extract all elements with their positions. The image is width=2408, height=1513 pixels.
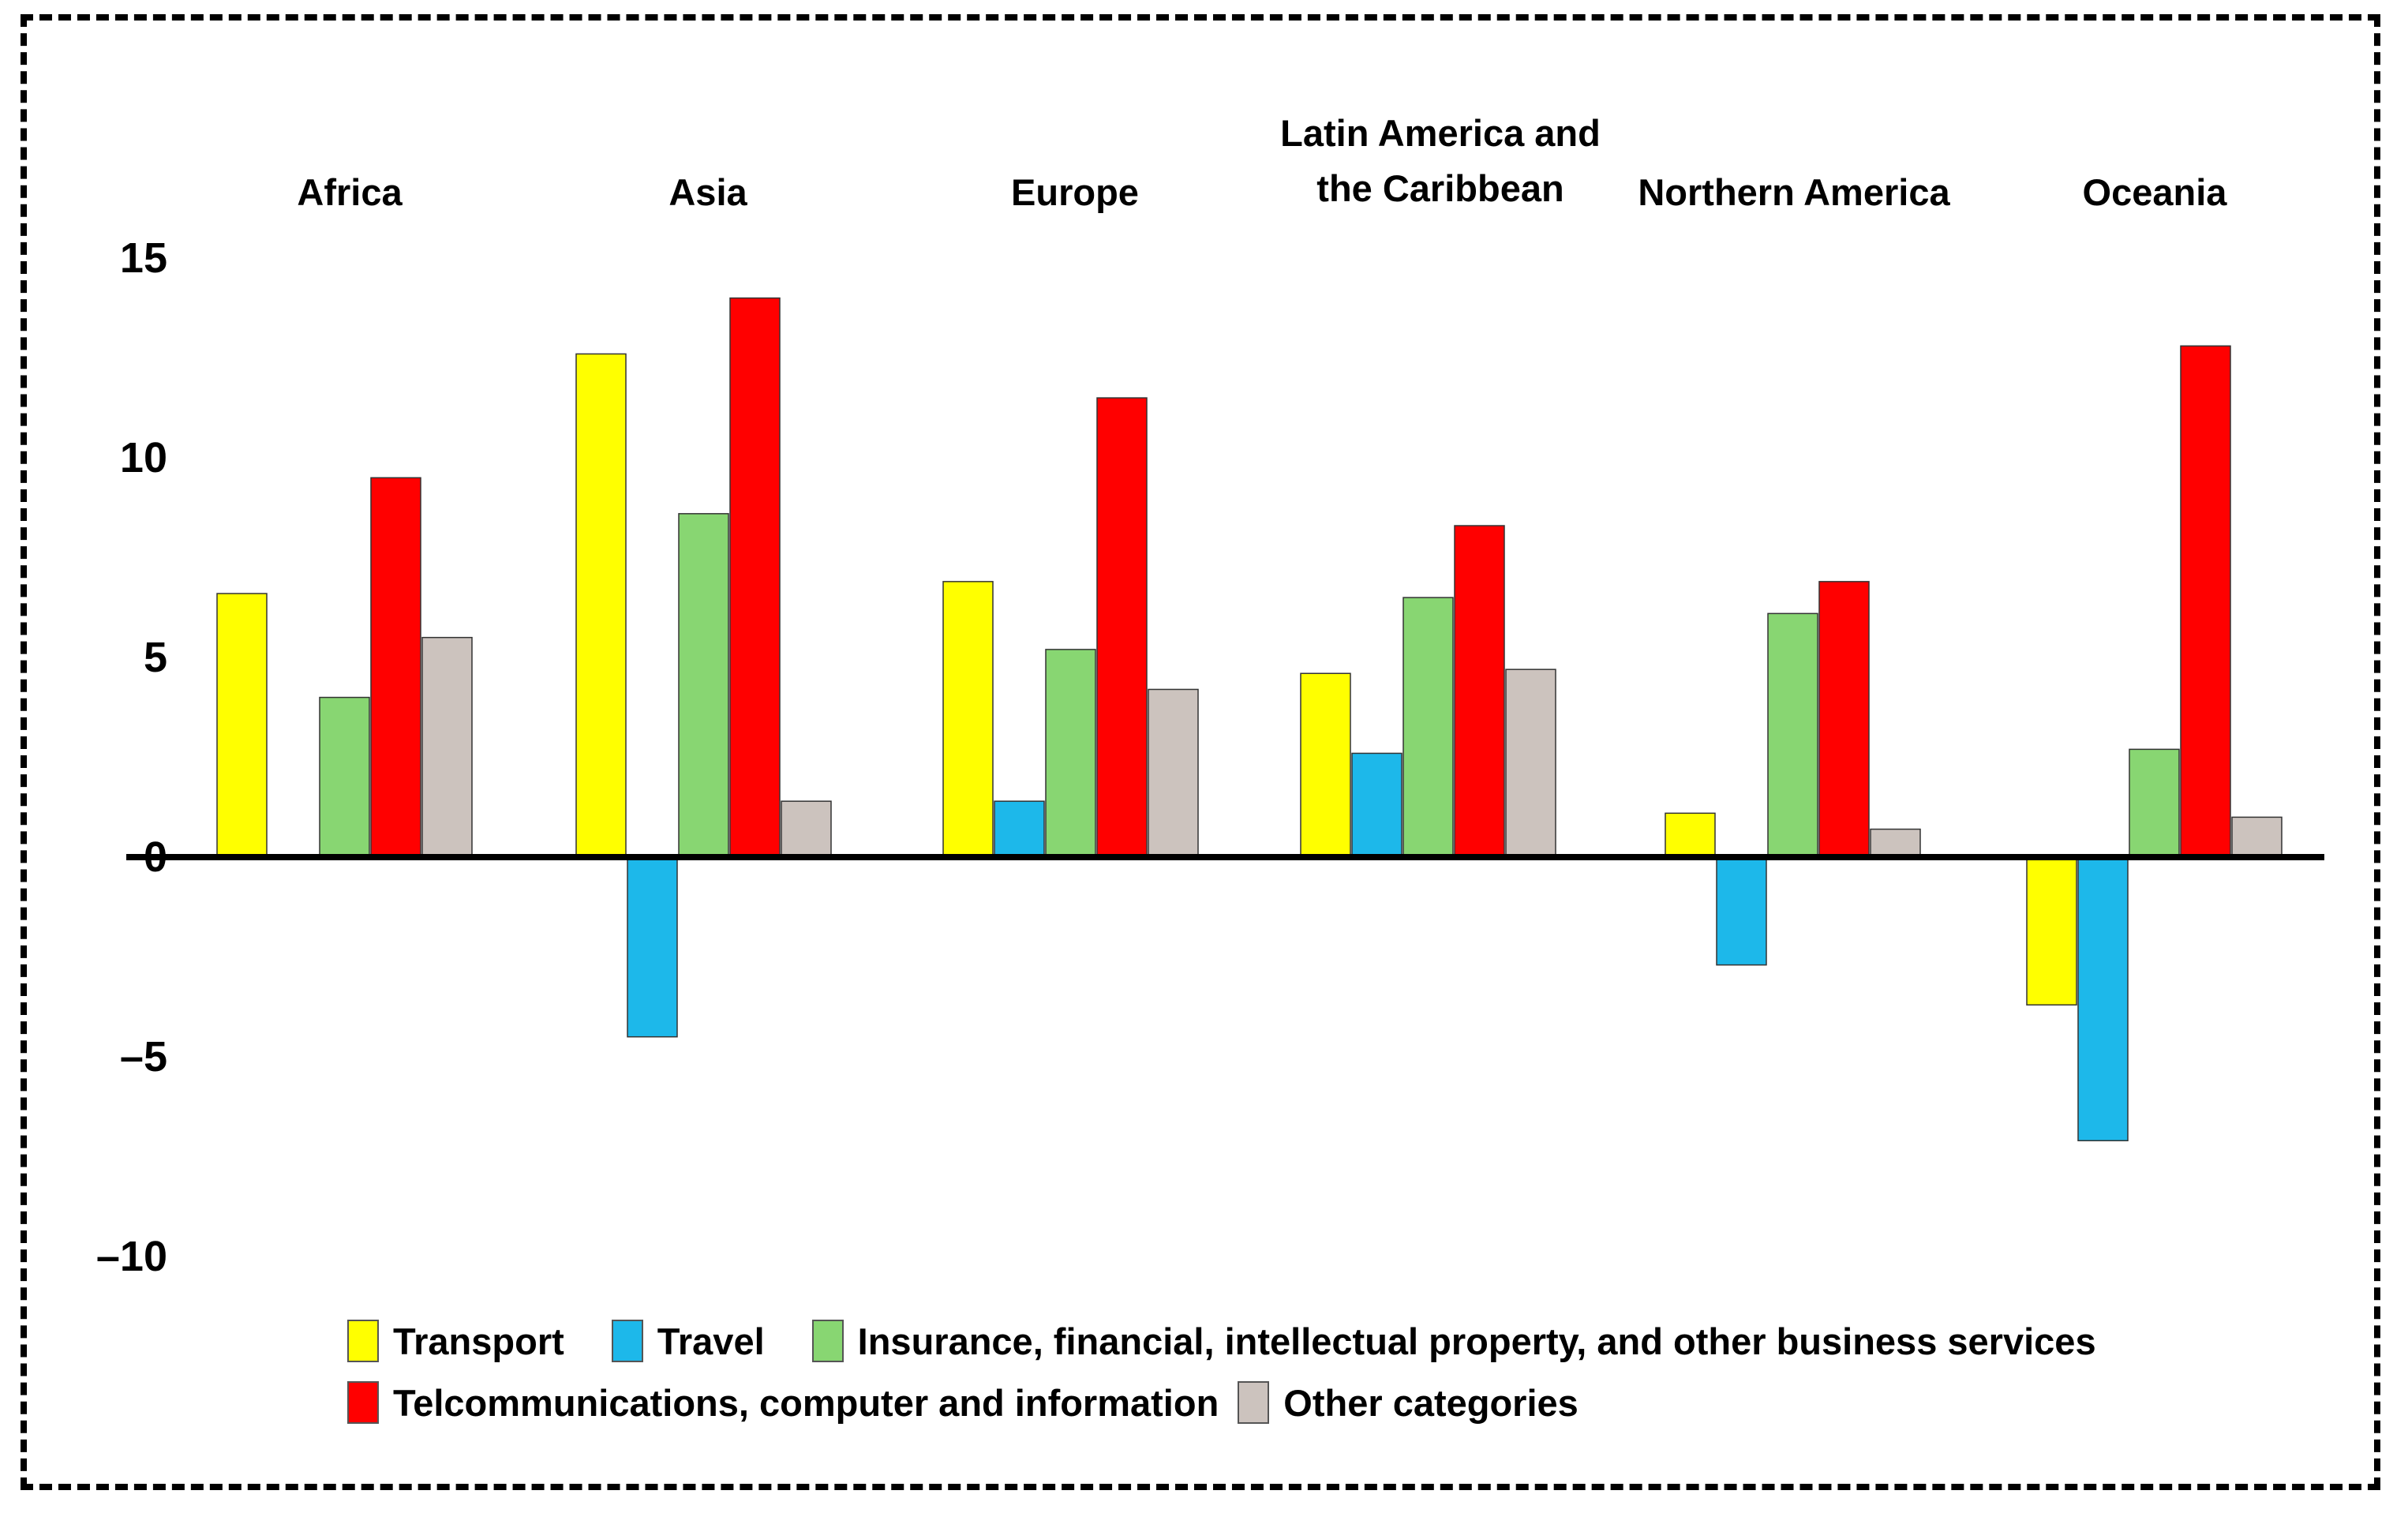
bar-oceania-travel	[2077, 856, 2129, 1142]
legend-row: Transport Travel Insurance, financial, i…	[347, 1310, 2320, 1372]
bar-europe-other-categories	[1148, 688, 1199, 858]
bar-oceania-insurance-financial-inte	[2129, 748, 2180, 858]
bar-africa-transport	[216, 593, 268, 858]
legend-label-travel: Travel	[657, 1320, 765, 1362]
bar-latin-america-and-the-caribbean-travel	[1351, 752, 1402, 858]
legend-label-other: Other categories	[1283, 1381, 1578, 1424]
bar-europe-telcommunications-comput	[1096, 397, 1148, 858]
bar-northern-america-travel	[1716, 856, 1767, 966]
legend-label-insurance: Insurance, financial, intellectual prope…	[857, 1320, 2096, 1362]
legend-label-transport: Transport	[393, 1320, 564, 1362]
bars	[216, 297, 2283, 1142]
y-tick-label: 15	[120, 234, 167, 282]
bar-northern-america-transport	[1665, 812, 1716, 858]
region-labels: Africa Asia Europe Latin America and the Car…	[297, 112, 2227, 213]
bar-asia-telcommunications-comput	[729, 297, 781, 858]
bar-latin-america-and-the-caribbean-insurance-financial-inte	[1402, 597, 1454, 858]
bar-africa-insurance-financial-inte	[319, 696, 370, 858]
region-label-latin-america-and-the-caribbean: the Caribbean	[1316, 167, 1564, 209]
region-label-latin-america-and-the-caribbean: Latin America and	[1280, 112, 1601, 154]
legend-swatch-travel	[611, 1320, 643, 1362]
region-label-northern-america: Northern America	[1638, 171, 1950, 213]
y-tick-label: –10	[96, 1233, 167, 1280]
bar-europe-transport	[942, 581, 994, 858]
legend-swatch-transport	[347, 1320, 379, 1362]
legend-item-transport: Transport	[347, 1320, 564, 1363]
legend-item-travel: Travel	[611, 1320, 765, 1363]
region-label-asia: Asia	[668, 171, 747, 213]
y-axis-ticks: 151050–5–10	[96, 234, 167, 1280]
bar-oceania-transport	[2026, 856, 2077, 1006]
bar-northern-america-other-categories	[1870, 828, 1921, 858]
legend-item-telecom: Telcommunications, computer and informat…	[347, 1381, 1219, 1425]
bar-europe-insurance-financial-inte	[1045, 649, 1096, 858]
bar-africa-telcommunications-comput	[370, 477, 421, 858]
bar-oceania-other-categories	[2231, 816, 2283, 858]
legend-label-telecom: Telcommunications, computer and informat…	[393, 1381, 1219, 1424]
y-tick-label: 5	[144, 634, 167, 681]
bar-latin-america-and-the-caribbean-telcommunications-comput	[1454, 525, 1505, 858]
bar-latin-america-and-the-caribbean-transport	[1300, 672, 1351, 858]
bar-asia-transport	[575, 353, 627, 858]
legend-swatch-insurance	[811, 1320, 844, 1362]
region-label-africa: Africa	[297, 171, 403, 213]
region-label-oceania: Oceania	[2083, 171, 2228, 213]
legend-row: Telcommunications, computer and informat…	[347, 1372, 2320, 1433]
bar-africa-other-categories	[421, 636, 473, 858]
bar-northern-america-insurance-financial-inte	[1767, 612, 1818, 858]
bar-asia-travel	[627, 856, 678, 1038]
chart-frame	[21, 14, 2380, 1490]
region-label-europe: Europe	[1011, 171, 1139, 213]
y-tick-label: 10	[120, 434, 167, 481]
bar-europe-travel	[994, 800, 1045, 858]
y-tick-label: –5	[120, 1033, 167, 1080]
legend-item-other: Other categories	[1238, 1381, 1578, 1425]
bar-oceania-telcommunications-comput	[2180, 345, 2231, 858]
bar-northern-america-telcommunications-comput	[1818, 581, 1870, 858]
legend: Transport Travel Insurance, financial, i…	[347, 1310, 2320, 1433]
bar-latin-america-and-the-caribbean-other-categories	[1505, 668, 1556, 858]
legend-swatch-other	[1238, 1381, 1270, 1424]
legend-swatch-telecom	[347, 1381, 379, 1424]
bar-asia-other-categories	[781, 800, 832, 858]
legend-item-insurance: Insurance, financial, intellectual prope…	[811, 1320, 2096, 1363]
bar-asia-insurance-financial-inte	[678, 513, 729, 858]
